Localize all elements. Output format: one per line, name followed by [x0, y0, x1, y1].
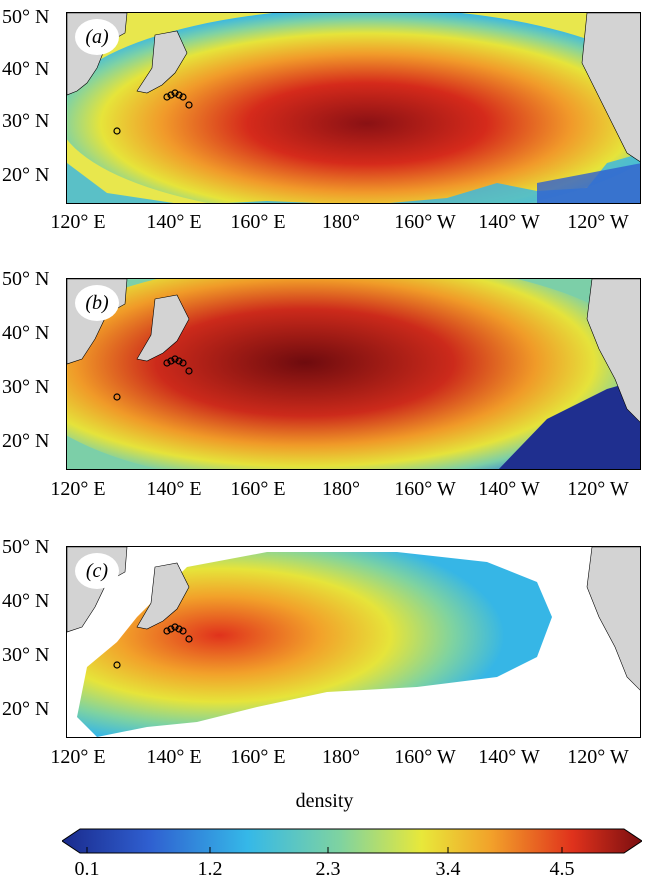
lon-tick-a-160e: 160° E [230, 211, 286, 233]
lon-tick-c-120w: 120° W [567, 746, 629, 768]
lon-tick-c-140w: 140° W [478, 746, 540, 768]
lat-tick-c-50: 50° N [2, 536, 50, 558]
density-map-a [67, 13, 640, 203]
lon-tick-a-160w: 160° W [394, 211, 456, 233]
map-panel-b: (b) [66, 278, 641, 470]
lat-tick-b-20: 20° N [2, 430, 50, 452]
map-panel-a: (a) [66, 12, 641, 204]
lon-tick-c-120e: 120° E [50, 746, 106, 768]
lat-tick-b-30: 30° N [2, 376, 50, 398]
lon-tick-b-140w: 140° W [478, 478, 540, 500]
colorbar-tick-4: 4.5 [549, 858, 575, 880]
lat-tick-a-40: 40° N [2, 58, 50, 80]
lat-tick-c-20: 20° N [2, 698, 50, 720]
panel-label-a: (a) [75, 19, 119, 55]
release-markers-b [113, 355, 193, 401]
lat-tick-c-30: 30° N [2, 644, 50, 666]
release-markers-c [113, 623, 193, 669]
lon-tick-c-140e: 140° E [146, 746, 202, 768]
density-map-b [67, 279, 640, 469]
lat-tick-a-50: 50° N [2, 6, 50, 28]
lon-tick-c-160e: 160° E [230, 746, 286, 768]
colorbar-tick-2: 2.3 [315, 858, 341, 880]
lon-tick-a-140w: 140° W [478, 211, 540, 233]
release-markers-a [113, 89, 193, 135]
lat-tick-a-30: 30° N [2, 110, 50, 132]
lon-tick-b-160e: 160° E [230, 478, 286, 500]
panel-label-c: (c) [75, 553, 119, 589]
panel-label-b: (b) [75, 285, 119, 321]
lon-tick-a-180: 180° [322, 211, 360, 233]
lon-tick-a-120w: 120° W [567, 211, 629, 233]
colorbar-tick-0: 0.1 [74, 858, 100, 880]
colorbar-tick-3: 3.4 [435, 858, 461, 880]
lat-tick-a-20: 20° N [2, 164, 50, 186]
lon-tick-c-180: 180° [322, 746, 360, 768]
lon-tick-b-120w: 120° W [567, 478, 629, 500]
density-map-c [67, 547, 640, 737]
lon-tick-b-160w: 160° W [394, 478, 456, 500]
map-panel-c: (c) [66, 546, 641, 738]
colorbar-title: density [295, 790, 354, 812]
lon-tick-a-140e: 140° E [146, 211, 202, 233]
colorbar-tick-1: 1.2 [197, 858, 223, 880]
lat-tick-c-40: 40° N [2, 590, 50, 612]
lon-tick-b-120e: 120° E [50, 478, 106, 500]
lon-tick-a-120e: 120° E [50, 211, 106, 233]
colorbar [62, 828, 642, 854]
lon-tick-b-180: 180° [322, 478, 360, 500]
lat-tick-b-50: 50° N [2, 268, 50, 290]
lon-tick-c-160w: 160° W [394, 746, 456, 768]
lon-tick-b-140e: 140° E [146, 478, 202, 500]
lat-tick-b-40: 40° N [2, 322, 50, 344]
